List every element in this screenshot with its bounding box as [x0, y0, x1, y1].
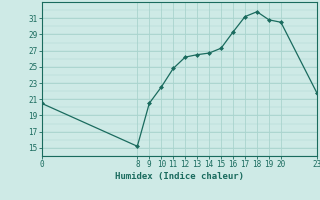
- X-axis label: Humidex (Indice chaleur): Humidex (Indice chaleur): [115, 172, 244, 181]
